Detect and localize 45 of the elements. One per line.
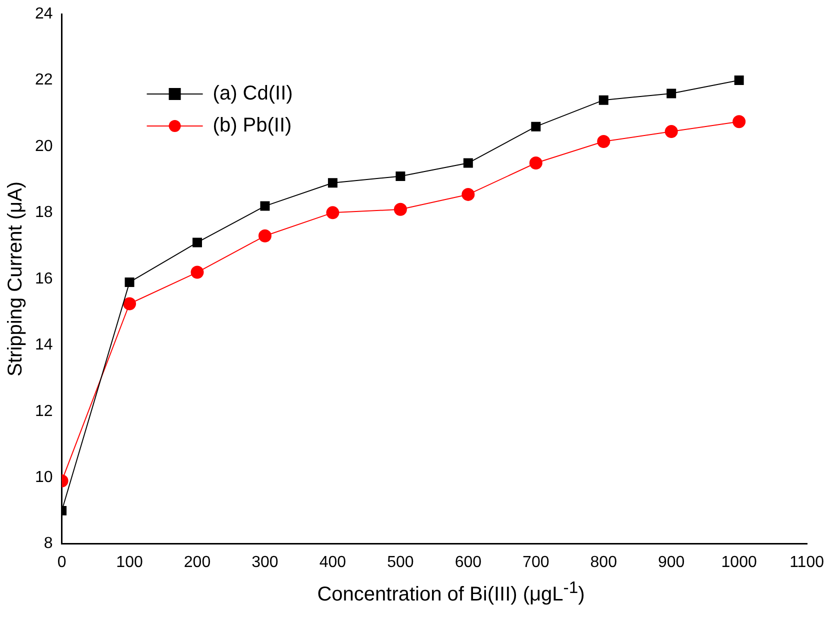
y-tick-label: 12 xyxy=(35,402,53,420)
y-tick-label: 18 xyxy=(35,204,53,222)
legend-label: (a) Cd(II) xyxy=(212,82,293,105)
x-tick-label: 900 xyxy=(658,554,685,571)
legend-label: (b) Pb(II) xyxy=(212,114,292,137)
x-axis-title: Concentration of Bi(III) (μgL$^{-1}$) xyxy=(316,578,586,607)
point xyxy=(666,88,676,98)
y-tick-label: 16 xyxy=(35,270,53,288)
point xyxy=(597,134,610,148)
point xyxy=(529,156,542,170)
x-tick-label: 700 xyxy=(522,554,550,571)
y-tick-label: 24 xyxy=(35,5,53,22)
y-tick-label: 8 xyxy=(44,535,53,552)
y-tick-label: 10 xyxy=(35,468,53,486)
x-tick-label: 800 xyxy=(590,554,618,571)
x-tick-label: 1100 xyxy=(790,554,824,571)
point xyxy=(394,202,407,216)
x-tick-label: 600 xyxy=(454,554,482,571)
point xyxy=(258,229,272,242)
point xyxy=(328,178,338,188)
point xyxy=(531,122,541,132)
x-tick-label: 200 xyxy=(184,554,211,571)
x-tick-label: 300 xyxy=(252,554,278,571)
point xyxy=(124,277,134,287)
point xyxy=(192,238,202,248)
point xyxy=(326,206,340,220)
point xyxy=(190,266,204,279)
x-tick-label: 100 xyxy=(116,554,143,571)
x-tick-label: 500 xyxy=(387,554,414,571)
point xyxy=(732,115,746,128)
x-tick-label: 1000 xyxy=(721,554,757,571)
x-tick-label: 400 xyxy=(319,554,346,571)
point xyxy=(734,75,744,85)
point xyxy=(260,201,270,211)
point xyxy=(598,95,608,105)
point xyxy=(396,172,406,181)
x-tick-label: 0 xyxy=(57,554,66,571)
y-axis-title: Stripping Current (μA) xyxy=(4,181,27,376)
y-tick-label: 14 xyxy=(35,336,53,354)
point xyxy=(463,158,473,168)
point xyxy=(664,125,678,138)
point xyxy=(462,188,475,201)
y-tick-label: 20 xyxy=(35,138,53,155)
y-tick-label: 22 xyxy=(35,72,53,89)
point xyxy=(123,297,136,310)
